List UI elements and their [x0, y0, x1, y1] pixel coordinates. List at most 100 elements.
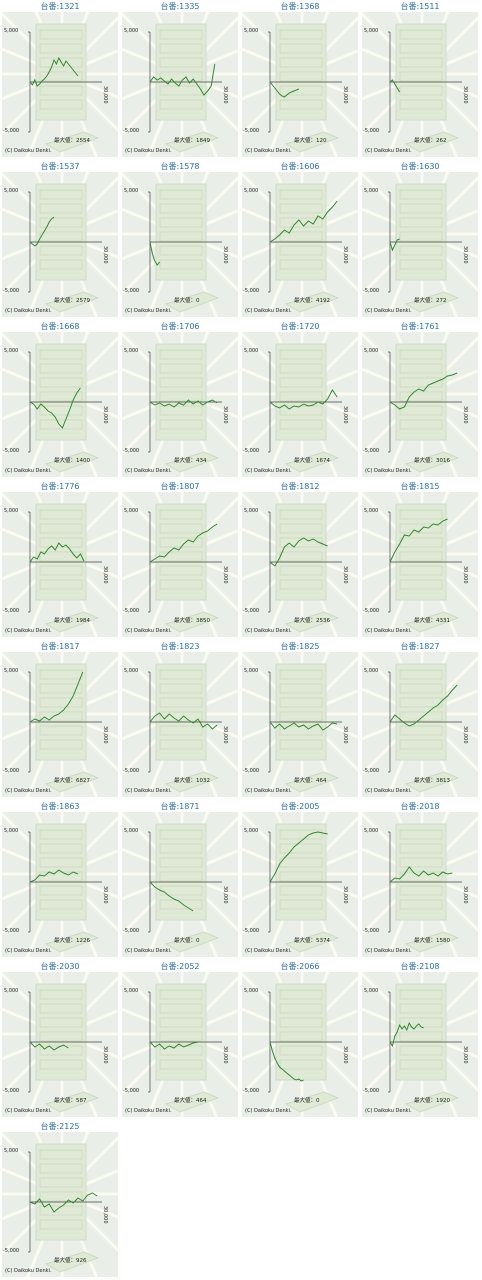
- chart-cell: 台番:2125 5,000 -5,000 30,000 最大値：926 (C) Daiko…: [0, 1120, 120, 1280]
- chart-cell: 台番:1863 5,000 -5,000 30,000 最大値：1226 (C) Daik…: [0, 800, 120, 960]
- chart-title[interactable]: 台番:1321: [40, 2, 80, 11]
- x-tick-label-max: 30,000: [222, 86, 228, 104]
- chart-cell: 台番:1630 5,000 -5,000 30,000 最大値：272 (C) Daiko…: [360, 160, 480, 320]
- chart-title[interactable]: 台番:2066: [280, 962, 320, 971]
- chart-title[interactable]: 台番:2030: [40, 962, 80, 971]
- y-tick-label-max: 5,000: [4, 668, 19, 674]
- sunburst-decoration: [2, 1132, 118, 1277]
- copyright-text: (C) Daikoku Denki.: [365, 628, 412, 634]
- chart-panel: 5,000 -5,000 30,000 最大値：272 (C) Daikoku Denk…: [362, 172, 478, 317]
- y-tick-label-min: -5,000: [243, 128, 260, 134]
- chart-cell: 台番:2018 5,000 -5,000 30,000 最大値：1580 (C) Daik…: [360, 800, 480, 960]
- chart-cell: 台番:1823 5,000 -5,000 30,000 最大値：1032 (C) Daik…: [120, 640, 240, 800]
- y-tick-label-max: 5,000: [364, 988, 379, 994]
- chart-title[interactable]: 台番:1871: [160, 802, 200, 811]
- series-line: [389, 79, 401, 93]
- chart-title[interactable]: 台番:1761: [400, 322, 440, 331]
- chart-svg: [362, 172, 478, 317]
- y-tick-label-min: -5,000: [363, 128, 380, 134]
- copyright-text: (C) Daikoku Denki.: [125, 1108, 172, 1114]
- chart-panel: 5,000 -5,000 30,000 最大値：434 (C) Daikoku Denk…: [122, 332, 238, 477]
- y-tick-label-min: -5,000: [363, 928, 380, 934]
- chart-title[interactable]: 台番:1807: [160, 482, 200, 491]
- chart-title[interactable]: 台番:1537: [40, 162, 80, 171]
- y-tick-label-max: 5,000: [124, 988, 139, 994]
- chart-title[interactable]: 台番:1812: [280, 482, 320, 491]
- max-value-prefix: 最大値：: [54, 778, 77, 784]
- sunburst-decoration: [362, 172, 478, 317]
- chart-panel: 5,000 -5,000 30,000 最大値：0 (C) Daikoku Denki.: [122, 172, 238, 317]
- max-value-prefix: 最大値：: [414, 1098, 437, 1104]
- y-tick-label-min: -5,000: [243, 1088, 260, 1094]
- copyright-text: (C) Daikoku Denki.: [245, 148, 292, 154]
- series-line: [149, 399, 218, 408]
- chart-svg: [242, 492, 358, 637]
- series-line: [149, 1041, 199, 1050]
- chart-title[interactable]: 台番:1606: [280, 162, 320, 171]
- chart-cell: 台番:1761 5,000 -5,000 30,000 最大値：3016 (C) Daik…: [360, 320, 480, 480]
- chart-cell: 台番:1815 5,000 -5,000 30,000 最大値：4331 (C) Daik…: [360, 480, 480, 640]
- max-value-prefix: 最大値：: [294, 938, 317, 944]
- chart-title[interactable]: 台番:1817: [40, 642, 80, 651]
- max-value-number: 272: [436, 298, 447, 304]
- x-tick-label-max: 30,000: [342, 566, 348, 584]
- chart-title[interactable]: 台番:1863: [40, 802, 80, 811]
- max-value-prefix: 最大値：: [54, 618, 77, 624]
- chart-panel: 5,000 -5,000 30,000 最大値：0 (C) Daikoku Denki.: [242, 972, 358, 1117]
- copyright-text: (C) Daikoku Denki.: [365, 788, 412, 794]
- series-line: [149, 523, 218, 563]
- chart-title[interactable]: 台番:1578: [160, 162, 200, 171]
- y-tick-label-min: -5,000: [123, 128, 140, 134]
- chart-title[interactable]: 台番:2018: [400, 802, 440, 811]
- chart-title[interactable]: 台番:1823: [160, 642, 200, 651]
- chart-cell: 台番:2030 5,000 -5,000 30,000 最大値：587 (C) Daiko…: [0, 960, 120, 1120]
- chart-title[interactable]: 台番:1668: [40, 322, 80, 331]
- max-value-prefix: 最大値：: [54, 938, 77, 944]
- chart-title[interactable]: 台番:1630: [400, 162, 440, 171]
- max-value-number: 262: [436, 138, 447, 144]
- chart-svg: [2, 812, 118, 957]
- max-value-label: 最大値：2554: [54, 136, 90, 144]
- max-value-number: 926: [76, 1258, 87, 1264]
- chart-panel: 5,000 -5,000 30,000 最大値：2536 (C) Daikoku Den…: [242, 492, 358, 637]
- chart-title[interactable]: 台番:1825: [280, 642, 320, 651]
- y-tick-label-min: -5,000: [3, 608, 20, 614]
- x-tick-label-max: 30,000: [462, 566, 468, 584]
- chart-title[interactable]: 台番:2005: [280, 802, 320, 811]
- max-value-prefix: 最大値：: [174, 298, 197, 304]
- max-value-number: 434: [196, 458, 207, 464]
- max-value-number: 1984: [76, 618, 91, 624]
- y-tick-label-max: 5,000: [244, 188, 259, 194]
- chart-cell: 台番:1825 5,000 -5,000 30,000 最大値：464 (C) Daiko…: [240, 640, 360, 800]
- chart-title[interactable]: 台番:2125: [40, 1122, 80, 1131]
- y-tick-label-max: 5,000: [124, 188, 139, 194]
- x-tick-label-max: 30,000: [342, 406, 348, 424]
- chart-title[interactable]: 台番:1368: [280, 2, 320, 11]
- chart-title[interactable]: 台番:1827: [400, 642, 440, 651]
- chart-title[interactable]: 台番:2108: [400, 962, 440, 971]
- chart-title[interactable]: 台番:2052: [160, 962, 200, 971]
- max-value-number: 0: [196, 298, 200, 304]
- max-value-number: 1849: [196, 138, 211, 144]
- series-line: [269, 831, 328, 883]
- series-line: [269, 81, 299, 98]
- x-tick-label-max: 30,000: [222, 566, 228, 584]
- sunburst-decoration: [122, 332, 238, 477]
- x-tick-label-max: 30,000: [222, 886, 228, 904]
- max-value-prefix: 最大値：: [414, 778, 437, 784]
- chart-title[interactable]: 台番:1511: [400, 2, 440, 11]
- max-value-label: 最大値：3813: [414, 776, 450, 784]
- chart-title[interactable]: 台番:1720: [280, 322, 320, 331]
- chart-cell: 台番:1817 5,000 -5,000 30,000 最大値：6827 (C) Daik…: [0, 640, 120, 800]
- chart-svg: [122, 652, 238, 797]
- chart-title[interactable]: 台番:1776: [40, 482, 80, 491]
- chart-svg: [2, 972, 118, 1117]
- chart-title[interactable]: 台番:1815: [400, 482, 440, 491]
- chart-title[interactable]: 台番:1335: [160, 2, 200, 11]
- y-tick-label-max: 5,000: [364, 28, 379, 34]
- chart-title[interactable]: 台番:1706: [160, 322, 200, 331]
- chart-cell: 台番:1335 5,000 -5,000 30,000 最大値：1849 (C) Daik…: [120, 0, 240, 160]
- chart-svg: [362, 492, 478, 637]
- copyright-text: (C) Daikoku Denki.: [365, 308, 412, 314]
- y-tick-label-min: -5,000: [123, 1088, 140, 1094]
